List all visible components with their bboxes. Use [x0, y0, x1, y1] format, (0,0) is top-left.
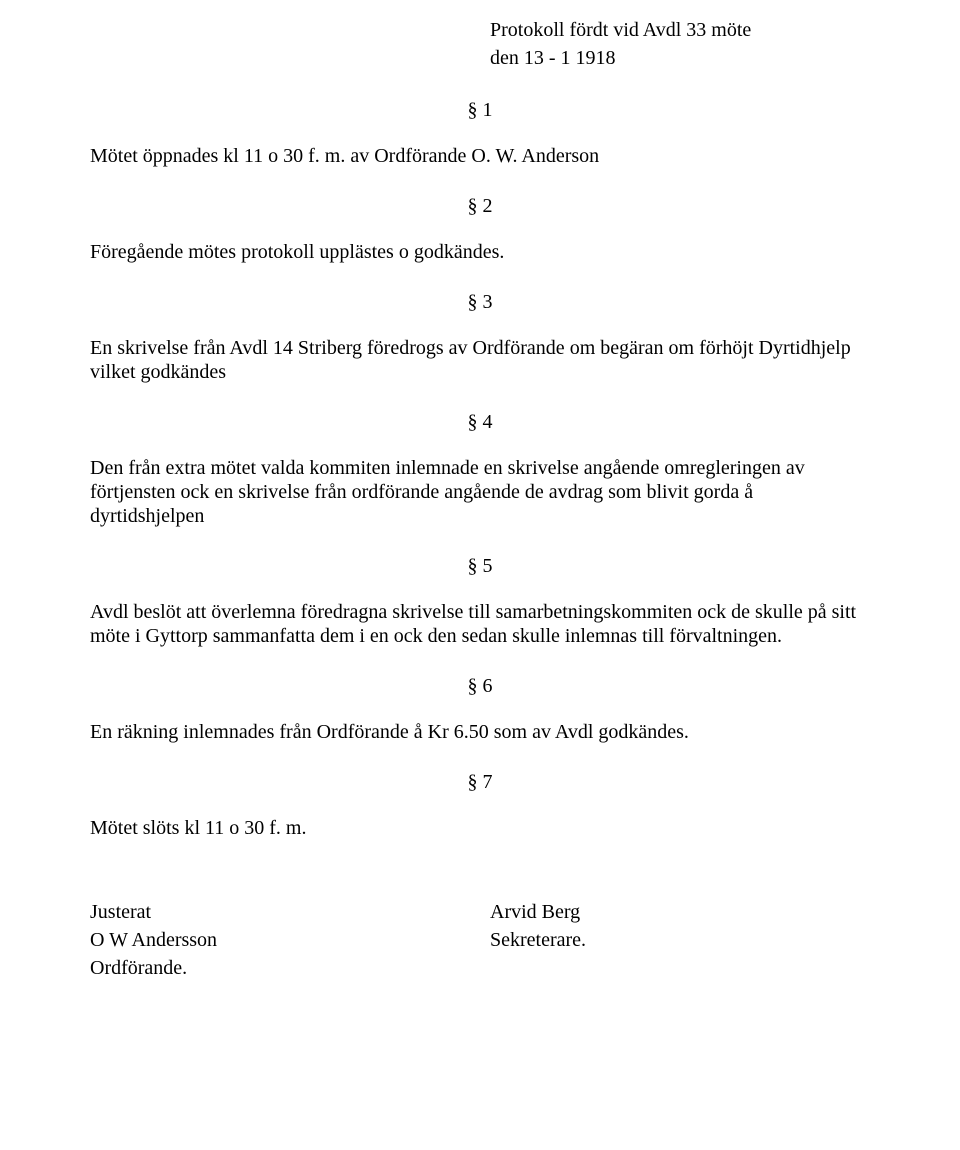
document-page: Protokoll fördt vid Avdl 33 möte den 13 …: [0, 0, 960, 1150]
signature-left-line-1: Justerat: [90, 900, 490, 924]
signature-left-line-3: Ordförande.: [90, 956, 490, 980]
section-number-4: § 4: [90, 410, 870, 434]
signature-block: Justerat O W Andersson Ordförande. Arvid…: [90, 900, 870, 984]
header-line-2: den 13 - 1 1918: [490, 46, 870, 70]
section-number-5: § 5: [90, 554, 870, 578]
signature-right-line-2: Sekreterare.: [490, 928, 870, 952]
section-text-3: En skrivelse från Avdl 14 Striberg föred…: [90, 336, 870, 384]
section-number-2: § 2: [90, 194, 870, 218]
section-text-1: Mötet öppnades kl 11 o 30 f. m. av Ordfö…: [90, 144, 870, 168]
section-number-7: § 7: [90, 770, 870, 794]
signature-left: Justerat O W Andersson Ordförande.: [90, 900, 490, 984]
section-text-6: En räkning inlemnades från Ordförande å …: [90, 720, 870, 744]
section-text-7: Mötet slöts kl 11 o 30 f. m.: [90, 816, 870, 840]
section-number-6: § 6: [90, 674, 870, 698]
section-number-1: § 1: [90, 98, 870, 122]
signature-right: Arvid Berg Sekreterare.: [490, 900, 870, 984]
section-text-2: Föregående mötes protokoll upplästes o g…: [90, 240, 870, 264]
section-number-3: § 3: [90, 290, 870, 314]
signature-right-line-1: Arvid Berg: [490, 900, 870, 924]
section-text-5: Avdl beslöt att överlemna föredragna skr…: [90, 600, 870, 648]
document-header: Protokoll fördt vid Avdl 33 möte den 13 …: [490, 18, 870, 70]
section-text-4: Den från extra mötet valda kommiten inle…: [90, 456, 870, 528]
header-line-1: Protokoll fördt vid Avdl 33 möte: [490, 18, 870, 42]
signature-left-line-2: O W Andersson: [90, 928, 490, 952]
